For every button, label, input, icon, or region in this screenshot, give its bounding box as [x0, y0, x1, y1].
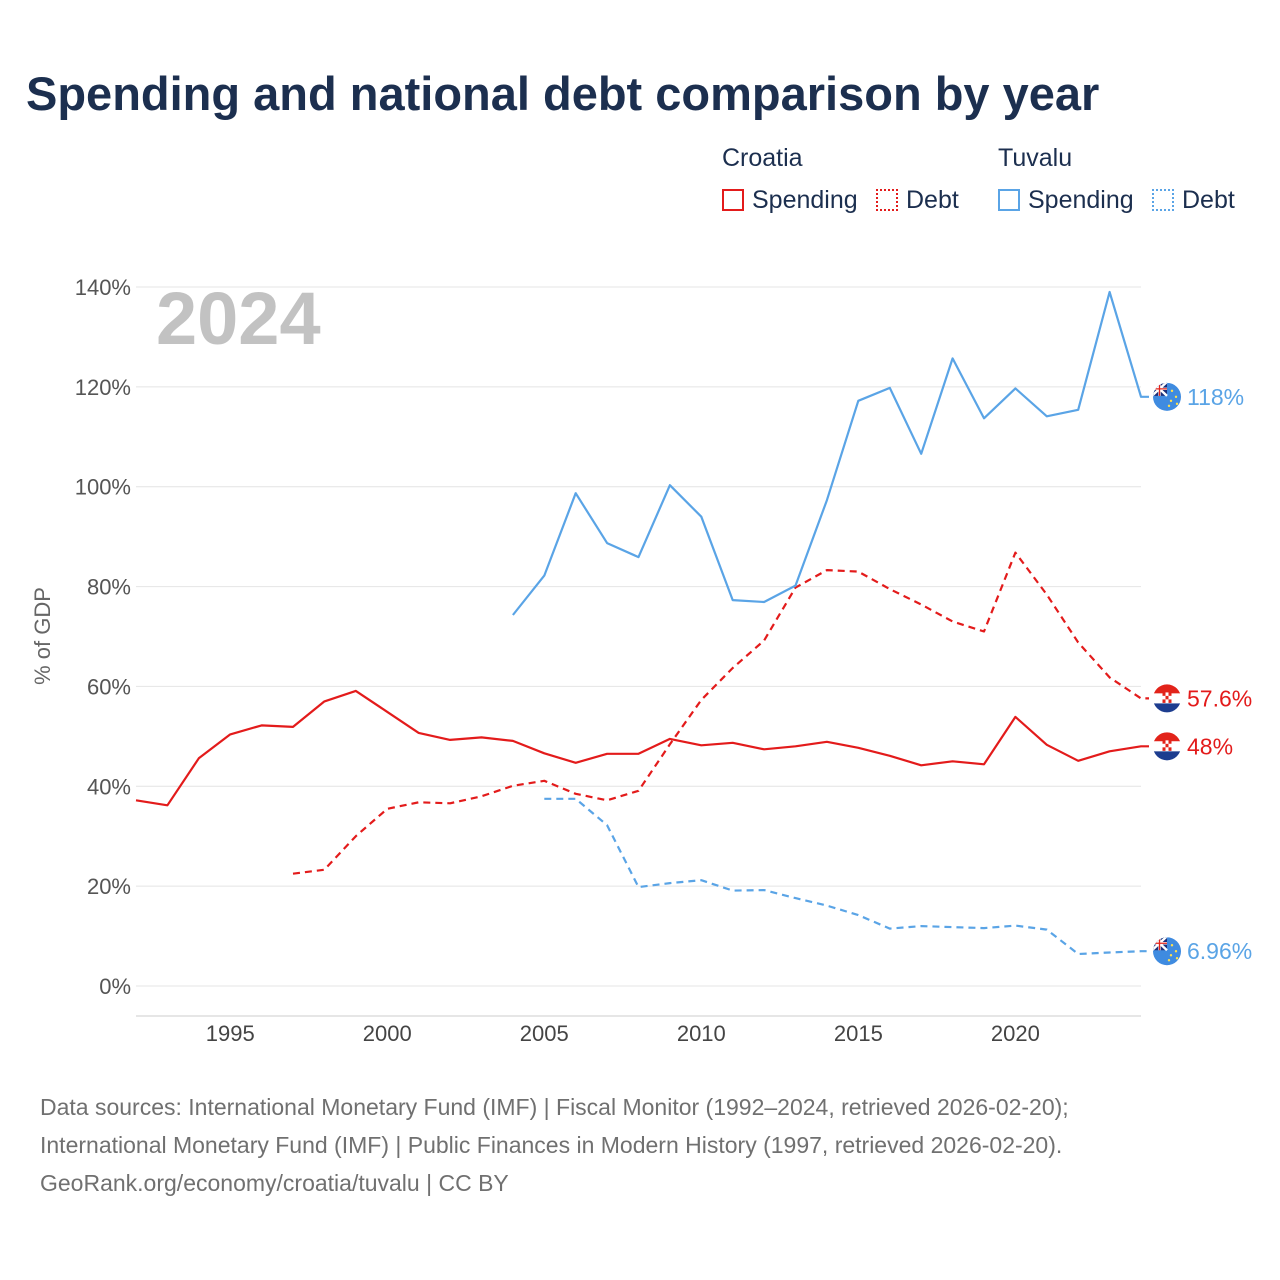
- x-tick-label: 2010: [677, 1021, 726, 1046]
- legend-label-croatia-debt: Debt: [906, 185, 959, 214]
- end-label-tuvalu-debt: 6.96%: [1187, 938, 1252, 964]
- y-axis-label: % of GDP: [30, 587, 55, 685]
- y-tick-label: 140%: [75, 275, 131, 300]
- legend-swatch-croatia-debt: [876, 189, 898, 211]
- legend-group-tuvalu: Tuvalu: [998, 144, 1073, 172]
- end-label-croatia-spending: 48%: [1187, 733, 1233, 759]
- series-line-tuvalu-debt: [544, 797, 1149, 956]
- footer-line-1: Data sources: International Monetary Fun…: [40, 1094, 1069, 1120]
- footer-line-3[interactable]: GeoRank.org/economy/croatia/tuvalu | CC …: [40, 1170, 509, 1196]
- legend-label-croatia-spending: Spending: [752, 185, 858, 214]
- legend-label-tuvalu-spending: Spending: [1028, 185, 1134, 214]
- chart-title: Spending and national debt comparison by…: [26, 67, 1100, 120]
- x-tick-label: 2000: [363, 1021, 412, 1046]
- y-tick-label: 20%: [87, 874, 131, 899]
- legend-label-tuvalu-debt: Debt: [1182, 185, 1235, 214]
- legend-croatia-spending[interactable]: Spending: [722, 184, 858, 216]
- legend-group-croatia: Croatia: [722, 144, 803, 172]
- legend-swatch-tuvalu-spending: [998, 189, 1020, 211]
- y-tick-label: 40%: [87, 774, 131, 799]
- year-watermark: 2024: [156, 277, 321, 360]
- footer-line-2: International Monetary Fund (IMF) | Publ…: [40, 1132, 1063, 1158]
- x-tick-label: 2015: [834, 1021, 883, 1046]
- line-chart: 0% 20% 40% 60% 80% 100% 120% 140% 1995 2000 2005 20…: [30, 275, 1252, 1046]
- x-tick-label: 2020: [991, 1021, 1040, 1046]
- legend-swatch-croatia-spending: [722, 189, 744, 211]
- y-tick-label: 0%: [99, 974, 131, 999]
- legend-swatch-tuvalu-debt: [1152, 189, 1174, 211]
- end-label-croatia-debt: 57.6%: [1187, 685, 1252, 711]
- tuvalu-flag-icon: [1153, 937, 1181, 966]
- series-line-croatia-spending: [135, 689, 1149, 807]
- x-tick-label: 2005: [520, 1021, 569, 1046]
- series-line-croatia-debt: [292, 551, 1149, 875]
- data-source-footer: Data sources: International Monetary Fun…: [40, 1088, 1069, 1202]
- croatia-flag-icon: [1153, 732, 1181, 761]
- end-label-tuvalu-spending: 118%: [1187, 384, 1244, 410]
- x-tick-label: 1995: [206, 1021, 255, 1046]
- legend-tuvalu-debt[interactable]: Debt: [1152, 184, 1235, 216]
- legend-tuvalu-spending[interactable]: Spending: [998, 184, 1134, 216]
- y-tick-label: 100%: [75, 475, 131, 500]
- legend-croatia-debt[interactable]: Debt: [876, 184, 959, 216]
- y-tick-label: 120%: [75, 375, 131, 400]
- croatia-flag-icon: [1153, 684, 1181, 713]
- series-line-tuvalu-spending: [512, 290, 1149, 616]
- tuvalu-flag-icon: [1153, 382, 1181, 411]
- y-tick-label: 60%: [87, 674, 131, 699]
- y-tick-label: 80%: [87, 575, 131, 600]
